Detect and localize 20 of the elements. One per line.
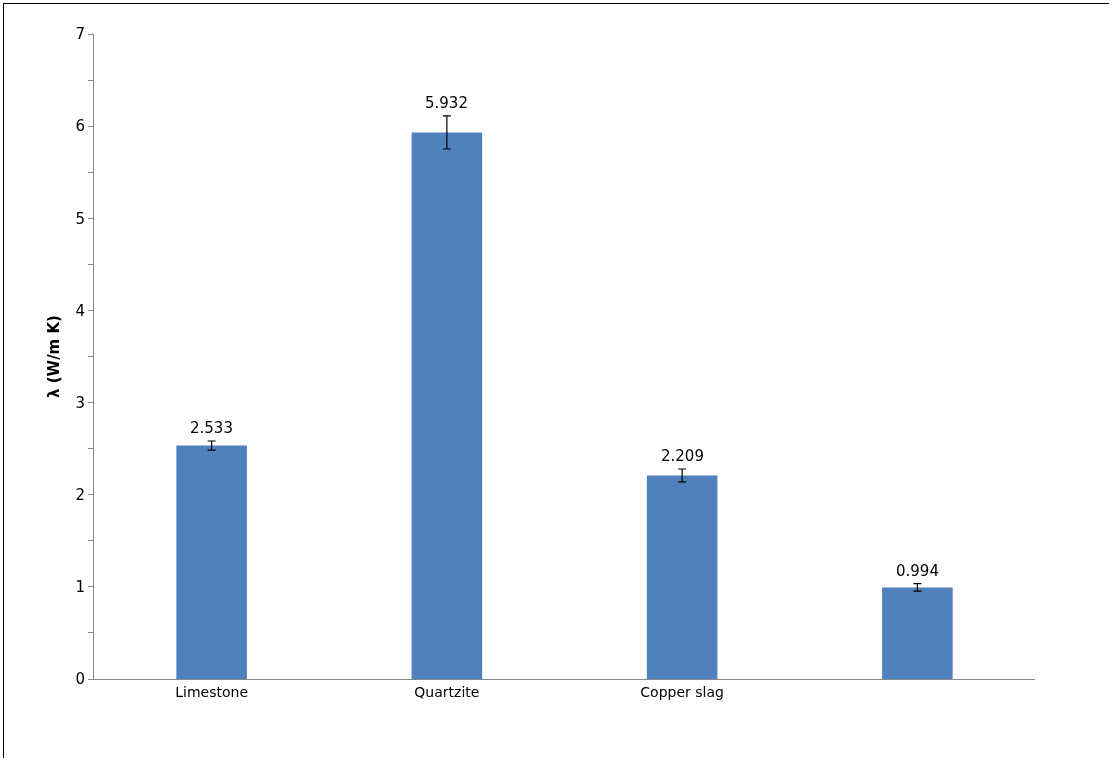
x-tick-label: Copper slag xyxy=(640,683,724,700)
y-tick-label: 4 xyxy=(75,301,85,320)
bar xyxy=(882,587,953,679)
bar xyxy=(411,132,483,679)
x-tick-label: Limestone xyxy=(175,683,249,700)
y-tick-label: 0 xyxy=(75,670,85,689)
data-label: 0.994 xyxy=(896,562,939,580)
y-axis-title: λ (W/m K) xyxy=(44,315,63,398)
data-label: 2.533 xyxy=(190,419,233,437)
data-label: 5.932 xyxy=(425,94,468,112)
data-label: 2.209 xyxy=(661,447,704,465)
bar xyxy=(176,445,247,679)
y-tick-label: 7 xyxy=(75,25,85,44)
y-tick-label: 3 xyxy=(75,393,85,412)
y-tick-label: 6 xyxy=(75,117,85,136)
y-tick-label: 1 xyxy=(75,578,85,597)
y-tick-label: 5 xyxy=(75,209,85,228)
y-tick-label: 2 xyxy=(75,485,85,504)
x-tick-label: Quartzite xyxy=(414,683,480,700)
bar xyxy=(646,475,718,679)
